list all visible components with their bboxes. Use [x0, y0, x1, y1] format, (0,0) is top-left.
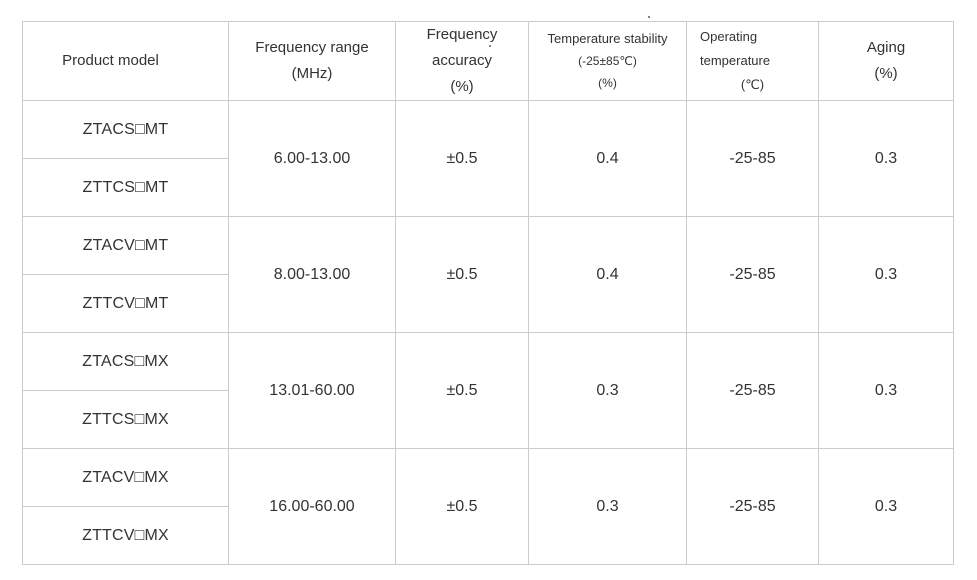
col-header-frequency-accuracy: Frequency accuracy (%) [395, 21, 529, 101]
cell-product-model: ZTTCS□MX [22, 390, 229, 449]
cell-operating-temperature: -25-85 [686, 100, 819, 217]
cell-temperature-stability: 0.4 [528, 100, 687, 217]
col-header-temperature-stability: Temperature stability (-25±85℃) (%) [528, 21, 687, 101]
table-row: ZTACS□MX 13.01-60.00 ±0.5 0.3 -25-85 0.3 [22, 332, 954, 449]
table-row: ZTTCV□MX [22, 506, 954, 565]
table-row: ZTACS□MT 6.00-13.00 ±0.5 0.4 -25-85 0.3 [22, 100, 954, 217]
header-label: Temperature stability [547, 31, 668, 46]
table-row: ZTTCS□MT [22, 158, 954, 217]
cell-frequency-range: 6.00-13.00 [228, 100, 396, 217]
header-label: Frequency [426, 26, 498, 43]
cell-temperature-stability: 0.4 [528, 216, 687, 333]
header-unit: (%) [598, 76, 617, 90]
cell-product-model: ZTACS□MX [22, 332, 229, 391]
cell-frequency-accuracy: ±0.5 [395, 448, 529, 565]
cell-aging: 0.3 [818, 100, 954, 217]
header-label: Frequency range [255, 39, 369, 56]
header-label: accuracy [431, 52, 493, 69]
col-header-frequency-range: Frequency range (MHz) [228, 21, 396, 101]
table-row: ZTACV□MT 8.00-13.00 ±0.5 0.4 -25-85 0.3 [22, 216, 954, 333]
cell-operating-temperature: -25-85 [686, 216, 819, 333]
cell-product-model: ZTACV□MT [22, 216, 229, 275]
header-condition: (-25±85℃) [578, 54, 637, 68]
cell-product-model: ZTTCV□MX [22, 506, 229, 565]
header-label: Product model [62, 52, 159, 69]
cell-aging: 0.3 [818, 448, 954, 565]
header-row: Product model Frequency range (MHz) Freq… [22, 21, 954, 101]
header-unit: (%) [874, 65, 898, 82]
col-header-aging: Aging (%) [818, 21, 954, 101]
cell-frequency-accuracy: ±0.5 [395, 216, 529, 333]
header-label: temperature [700, 53, 771, 68]
cell-product-model: ZTTCV□MT [22, 274, 229, 333]
cell-frequency-accuracy: ±0.5 [395, 100, 529, 217]
cell-temperature-stability: 0.3 [528, 332, 687, 449]
col-header-operating-temperature: Operating temperature (℃) [686, 21, 819, 101]
cell-operating-temperature: -25-85 [686, 448, 819, 565]
table-row: ZTTCS□MX [22, 390, 954, 449]
cell-operating-temperature: -25-85 [686, 332, 819, 449]
header-label: Aging [866, 39, 906, 56]
cell-aging: 0.3 [818, 332, 954, 449]
cell-aging: 0.3 [818, 216, 954, 333]
header-unit: (℃) [740, 77, 765, 92]
col-header-product-model: Product model [22, 21, 229, 101]
cell-product-model: ZTTCS□MT [22, 158, 229, 217]
cell-product-model: ZTACS□MT [22, 100, 229, 159]
cell-frequency-range: 16.00-60.00 [228, 448, 396, 565]
product-spec-table: Product model Frequency range (MHz) Freq… [22, 21, 954, 565]
cell-frequency-range: 8.00-13.00 [228, 216, 396, 333]
cell-product-model: ZTACV□MX [22, 448, 229, 507]
cell-frequency-range: 13.01-60.00 [228, 332, 396, 449]
header-unit: (MHz) [291, 65, 333, 82]
cell-temperature-stability: 0.3 [528, 448, 687, 565]
header-unit: (%) [450, 78, 474, 95]
stray-dot [648, 16, 650, 18]
header-label: Operating [700, 29, 758, 44]
table-row: ZTTCV□MT [22, 274, 954, 333]
cell-frequency-accuracy: ±0.5 [395, 332, 529, 449]
table-row: ZTACV□MX 16.00-60.00 ±0.5 0.3 -25-85 0.3 [22, 448, 954, 565]
